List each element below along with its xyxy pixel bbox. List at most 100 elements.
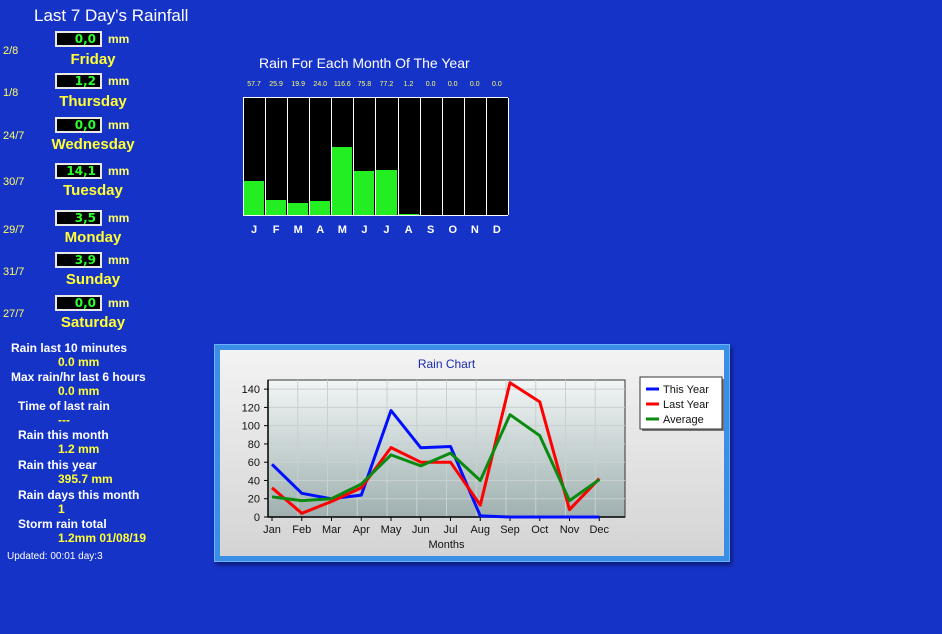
monthly-bar [398, 214, 419, 215]
day-rain-unit: mm [108, 253, 130, 267]
day-rain-unit: mm [108, 296, 130, 310]
monthly-bar [354, 170, 375, 215]
monthly-month-label: S [426, 224, 435, 236]
rain-chart-panel: 0 20 40 60 80 100 120 140 Jan Feb Mar Apr May Jun Jul A… [214, 344, 730, 562]
day-name: Friday [70, 51, 116, 68]
y-tick-label: 100 [242, 421, 260, 433]
chart-title: Rain Chart [418, 357, 476, 371]
stat-label: Rain this year [18, 458, 97, 472]
monthly-bar-slot [354, 98, 377, 215]
x-tick-label: Sep [500, 524, 520, 536]
day-date: 24/7 [3, 130, 25, 142]
x-tick-label: Dec [589, 524, 609, 536]
monthly-value-label: 116.6 [333, 81, 351, 88]
monthly-month-label: A [404, 224, 413, 236]
day-date: 1/8 [3, 87, 19, 99]
monthly-bar-slot [288, 98, 311, 215]
stat-label: Max rain/hr last 6 hours [11, 370, 146, 384]
monthly-month-label: F [272, 224, 280, 236]
series-line [271, 413, 601, 503]
stat-value: 1.2mm 01/08/19 [58, 531, 147, 545]
monthly-month-label: J [361, 224, 368, 236]
stat-value: --- [58, 413, 70, 427]
x-tick-label: Jun [412, 524, 430, 536]
stat-value: 1.2 mm [58, 442, 100, 456]
day-rain-value: 14,1 [55, 163, 102, 179]
monthly-value-label: 24.0 [313, 81, 328, 88]
day-name: Saturday [60, 314, 126, 331]
monthly-month-label: D [492, 224, 501, 236]
day-name: Wednesday [51, 136, 135, 153]
x-axis-label: Months [428, 539, 465, 551]
page-title: Last 7 Day's Rainfall [34, 6, 189, 25]
monthly-value-label: 19.9 [291, 81, 305, 88]
monthly-bar-slot [332, 98, 355, 215]
day-date: 2/8 [3, 45, 19, 57]
x-tick-label: May [381, 524, 402, 536]
day-rain-value: 3,5 [55, 210, 102, 226]
y-tick-label: 20 [248, 494, 260, 506]
monthly-bar [310, 201, 331, 215]
stat-value: 0.0 mm [58, 355, 100, 369]
monthly-bar-slot [244, 98, 267, 215]
day-date: 31/7 [3, 266, 25, 278]
stat-value: 0.0 mm [58, 384, 100, 398]
y-tick-label: 120 [242, 402, 260, 414]
y-tick-label: 80 [248, 439, 260, 451]
x-tick-label: Jul [443, 524, 457, 536]
monthly-bar-slot [398, 98, 421, 215]
day-rain-value: 0,0 [55, 31, 102, 47]
stat-label: Rain this month [18, 428, 109, 442]
x-tick-label: Feb [292, 524, 311, 536]
stat-label: Rain last 10 minutes [11, 341, 128, 355]
monthly-bar-slot [266, 98, 289, 215]
monthly-value-label: 57.7 [247, 81, 261, 88]
monthly-bar [376, 169, 397, 215]
stat-label: Storm rain total [18, 517, 107, 531]
monthly-month-label: M [337, 224, 347, 236]
stat-label: Time of last rain [18, 399, 110, 413]
day-name: Sunday [65, 271, 121, 288]
day-rain-value: 0,0 [55, 295, 102, 311]
monthly-bar [244, 181, 265, 215]
monthly-bar-slot [464, 98, 487, 215]
monthly-value-label: 25.9 [269, 81, 283, 88]
monthly-rain-title: Rain For Each Month Of The Year [259, 55, 470, 71]
monthly-bar [332, 146, 353, 215]
monthly-month-label: M [293, 224, 303, 236]
legend-entry: Average [663, 414, 704, 426]
day-rain-value: 0,0 [55, 117, 102, 133]
monthly-bar-slot [310, 98, 333, 215]
monthly-rain-bar-chart [243, 97, 509, 216]
x-tick-label: Aug [470, 524, 490, 536]
monthly-value-label: 1.2 [403, 81, 414, 88]
monthly-month-label: J [250, 224, 258, 236]
monthly-value-label: 0.0 [469, 81, 480, 88]
monthly-month-label: N [470, 224, 479, 236]
day-rain-value: 3,9 [55, 252, 102, 268]
monthly-value-label: 0.0 [425, 81, 436, 88]
rain-line-chart: 0 20 40 60 80 100 120 140 Jan Feb Mar Apr May Jun Jul A… [242, 357, 724, 551]
monthly-value-label: 75.8 [357, 81, 372, 88]
legend-entry: Last Year [663, 399, 709, 411]
monthly-bar-slot [486, 98, 509, 215]
day-date: 27/7 [3, 308, 25, 320]
monthly-value-label: 0.0 [447, 81, 458, 88]
monthly-month-label: A [316, 224, 325, 236]
monthly-month-label: O [448, 224, 457, 236]
monthly-value-label: 0.0 [492, 81, 502, 88]
monthly-bar-slot [442, 98, 465, 215]
monthly-bar-slot [376, 98, 399, 215]
stat-value: 395.7 mm [58, 472, 113, 486]
day-rain-unit: mm [108, 32, 130, 46]
rain-chart-canvas: 0 20 40 60 80 100 120 140 Jan Feb Mar Apr May Jun Jul A… [220, 350, 724, 556]
monthly-bar-slot [420, 98, 443, 215]
updated-timestamp: Updated: 00:01 day:3 [7, 551, 103, 562]
y-tick-label: 0 [254, 512, 260, 524]
day-name: Monday [64, 229, 122, 246]
x-tick-label: Nov [560, 524, 580, 536]
day-rain-value: 1,2 [55, 73, 102, 89]
day-rain-unit: mm [108, 211, 130, 225]
day-date: 29/7 [3, 224, 25, 236]
x-tick-label: Mar [322, 524, 341, 536]
